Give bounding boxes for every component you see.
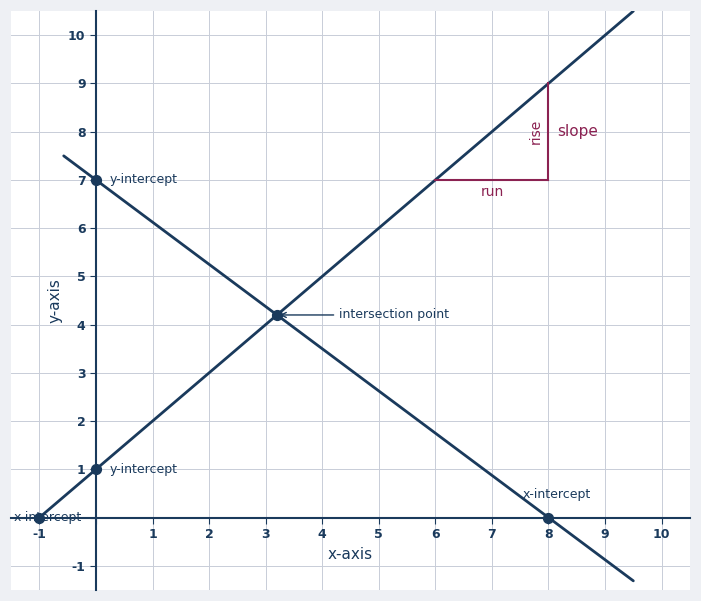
Text: intersection point: intersection point <box>281 308 449 322</box>
Point <box>543 513 554 522</box>
Text: y-intercept: y-intercept <box>110 174 178 186</box>
Text: rise: rise <box>529 119 543 144</box>
Point <box>34 513 45 522</box>
Text: y-intercept: y-intercept <box>110 463 178 476</box>
Y-axis label: y-axis: y-axis <box>48 278 62 323</box>
Text: x-intercept: x-intercept <box>14 511 82 524</box>
Text: run: run <box>480 185 503 199</box>
Text: slope: slope <box>557 124 598 139</box>
X-axis label: x-axis: x-axis <box>328 546 373 561</box>
Point <box>90 465 102 474</box>
Text: x-intercept: x-intercept <box>523 487 591 501</box>
Point <box>271 310 283 320</box>
Point <box>90 175 102 185</box>
